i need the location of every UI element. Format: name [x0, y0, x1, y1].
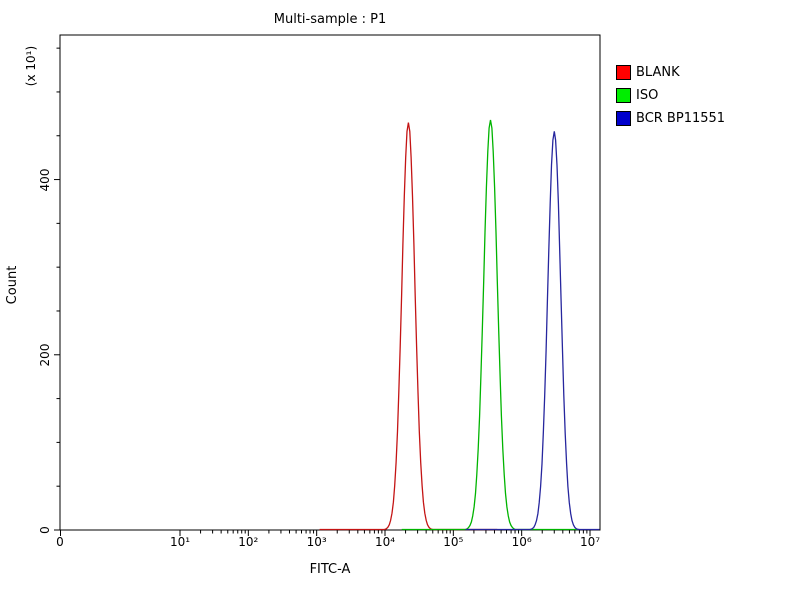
y-tick-label: 0 [38, 526, 52, 534]
x-tick-label: 10⁶ [511, 535, 532, 549]
x-tick-label: 10¹ [169, 535, 191, 549]
series-curve-iso [401, 119, 580, 531]
x-tick-label: 10⁴ [374, 535, 396, 549]
legend-label: BLANK [636, 64, 680, 80]
legend-item-blank: BLANK [616, 64, 725, 80]
legend-swatch-icon [616, 87, 631, 103]
legend-swatch-icon [616, 110, 631, 126]
y-axis-label: Count [4, 265, 20, 305]
y-tick-label: 200 [38, 343, 52, 367]
legend-swatch-icon [616, 64, 631, 80]
legend-label: ISO [636, 87, 659, 103]
legend-item-iso: ISO [616, 87, 725, 103]
y-tick-label: 400 [38, 168, 52, 191]
x-tick-label: 10³ [306, 535, 327, 549]
x-tick-label: 10⁷ [579, 535, 601, 549]
series-curve-blank [319, 122, 498, 531]
x-tick-label: 10² [238, 535, 259, 549]
x-tick-label: 10⁵ [443, 535, 464, 549]
x-tick-label: 0 [56, 535, 64, 549]
plot-title: Multi-sample : P1 [273, 12, 387, 27]
x-axis-label: FITC-A [309, 562, 351, 577]
legend-item-bcr-bp11551: BCR BP11551 [616, 110, 725, 126]
legend: BLANK ISO BCR BP11551 [616, 64, 725, 133]
y-axis-unit-label: (x 10¹) [24, 45, 38, 87]
legend-label: BCR BP11551 [636, 110, 726, 126]
series-curve-bcr-bp11551 [465, 131, 600, 531]
